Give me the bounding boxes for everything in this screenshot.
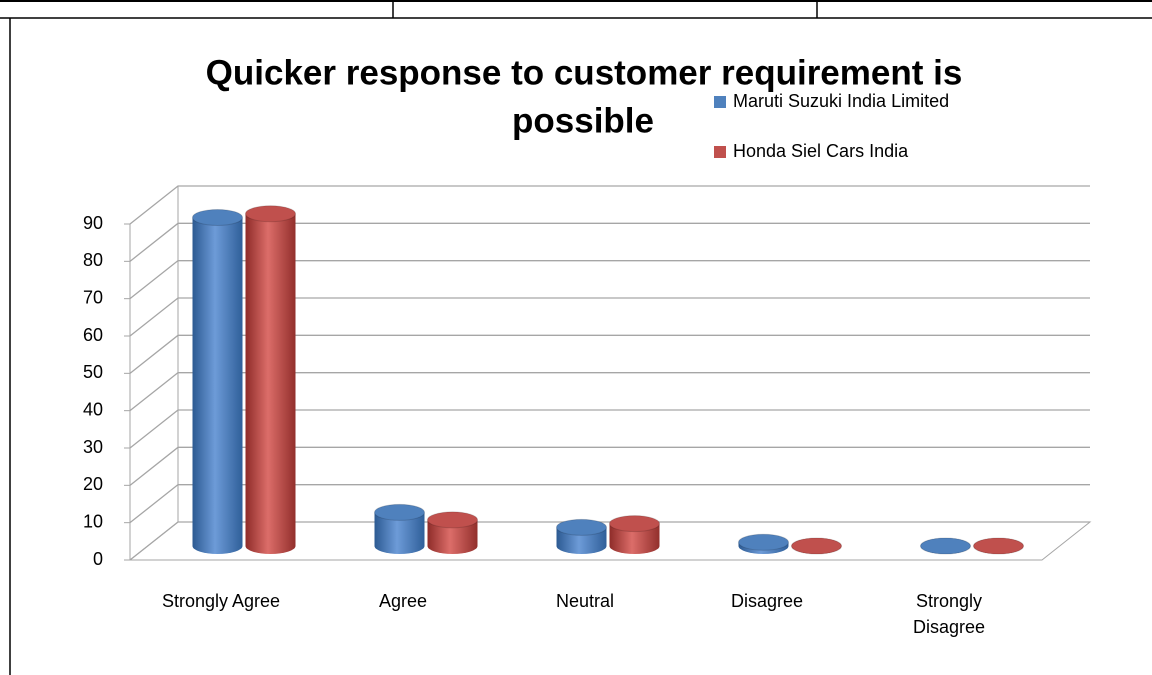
bar-top — [374, 503, 425, 521]
bar-top — [427, 511, 478, 529]
bar — [738, 533, 789, 554]
bar-body — [374, 512, 425, 554]
bar — [374, 503, 425, 554]
bar-top — [738, 533, 789, 551]
grid-line — [129, 484, 1090, 524]
chart-title: Quicker response to customer requirement… — [206, 53, 963, 92]
bar-body — [245, 213, 296, 554]
grid-line — [129, 185, 1090, 225]
bar-top — [920, 537, 971, 555]
y-tick-label: 90 — [83, 213, 103, 233]
grid-line — [129, 521, 1090, 561]
bar-top — [609, 515, 660, 533]
legend-swatch — [714, 96, 726, 108]
x-tick-label: Strongly Disagree — [912, 591, 986, 637]
y-tick-label: 10 — [83, 511, 103, 531]
grid-line — [129, 222, 1090, 262]
x-tick-label: Strongly Agree — [161, 591, 281, 611]
chart-title: possible — [512, 101, 654, 140]
bar — [556, 518, 607, 554]
x-tick-label: Agree — [378, 591, 428, 611]
bar — [427, 511, 478, 554]
bar — [973, 537, 1024, 555]
grid-line — [129, 297, 1090, 337]
legend-swatch — [714, 146, 726, 158]
bar — [245, 205, 296, 554]
x-tick-label: Neutral — [555, 591, 615, 611]
y-tick-label: 40 — [83, 399, 103, 419]
bar — [791, 537, 842, 555]
y-tick-label: 70 — [83, 287, 103, 307]
y-tick-label: 80 — [83, 250, 103, 270]
y-tick-label: 0 — [93, 549, 103, 569]
grid-line — [129, 260, 1090, 300]
grid-line — [129, 446, 1090, 486]
bar — [920, 537, 971, 555]
bar-top — [791, 537, 842, 555]
y-tick-label: 50 — [83, 362, 103, 382]
bar-body — [192, 217, 243, 554]
bar-top — [192, 208, 243, 226]
bar — [609, 515, 660, 554]
y-tick-label: 30 — [83, 437, 103, 457]
y-tick-label: 60 — [83, 325, 103, 345]
legend-label: Maruti Suzuki India Limited — [733, 91, 949, 111]
grid-line — [129, 334, 1090, 374]
x-tick-label: Disagree — [730, 591, 804, 611]
bar — [192, 208, 243, 554]
legend-label: Honda Siel Cars India — [733, 141, 909, 161]
bar-top — [245, 205, 296, 223]
grid-line — [129, 409, 1090, 449]
bar-top — [556, 518, 607, 536]
grid-line — [129, 372, 1090, 412]
bar-body — [427, 519, 478, 554]
y-tick-label: 20 — [83, 474, 103, 494]
bar-top — [973, 537, 1024, 555]
bar-body — [609, 523, 660, 554]
